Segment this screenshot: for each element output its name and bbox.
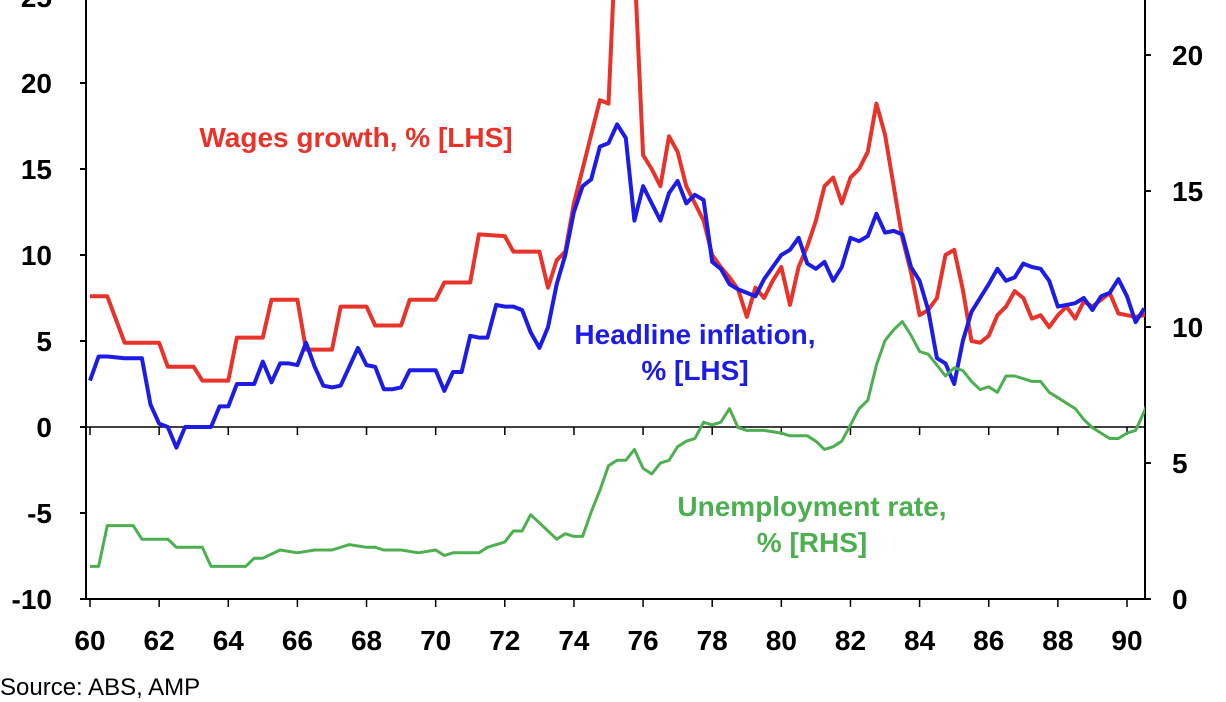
left-tick-label: 10 — [21, 240, 52, 271]
left-tick-label: 0 — [36, 412, 52, 443]
x-tick-label: 68 — [351, 625, 382, 656]
x-tick-label: 64 — [213, 625, 245, 656]
series-line-headline-inflation-lhs — [88, 122, 1145, 450]
right-tick-label: 10 — [1172, 312, 1203, 343]
x-tick-label: 76 — [627, 625, 658, 656]
series-label-unemployment-rate-rhs: % [RHS] — [757, 527, 867, 558]
left-tick-label: -10 — [12, 584, 52, 615]
x-tick-label: 70 — [420, 625, 451, 656]
series-lines — [88, 0, 1145, 568]
series-label-headline-inflation-lhs: % [LHS] — [641, 355, 748, 386]
x-tick-label: 66 — [282, 625, 313, 656]
series-labels: Wages growth, % [LHS] Headline inflation,… — [199, 122, 946, 558]
right-tick-label: 15 — [1172, 176, 1203, 207]
series-label-wages-growth-lhs: Wages growth, % [LHS] — [199, 122, 512, 153]
x-tick-label: 72 — [489, 625, 520, 656]
axes: 25 20 15 10 5 0 -5 -10 20 15 10 5 0 60 62 64 66 68 70 72 74 7… — [12, 0, 1203, 656]
x-tick-label: 82 — [835, 625, 866, 656]
series-label-unemployment-rate-rhs: Unemployment rate, — [677, 491, 946, 522]
x-tick-label: 74 — [558, 625, 590, 656]
right-tick-label: 20 — [1172, 40, 1203, 71]
left-tick-label: 20 — [21, 68, 52, 99]
x-tick-label: 60 — [74, 625, 105, 656]
right-tick-label: 0 — [1172, 584, 1188, 615]
right-tick-label: 5 — [1172, 448, 1188, 479]
x-tick-label: 90 — [1111, 625, 1142, 656]
source-note: Source: ABS, AMP — [0, 674, 201, 701]
x-tick-label: 62 — [144, 625, 175, 656]
x-tick-label: 88 — [1042, 625, 1073, 656]
left-tick-label: 25 — [21, 0, 52, 13]
series-line-wages-growth-lhs — [90, 0, 1145, 383]
left-tick-label: 15 — [21, 154, 52, 185]
x-tick-label: 80 — [766, 625, 797, 656]
left-tick-label: -5 — [27, 498, 52, 529]
x-tick-label: 78 — [697, 625, 728, 656]
series-line-unemployment-rate-rhs — [90, 320, 1145, 568]
series-label-headline-inflation-lhs: Headline inflation, — [574, 319, 815, 350]
x-tick-label: 86 — [973, 625, 1004, 656]
x-tick-label: 84 — [904, 625, 936, 656]
left-tick-label: 5 — [36, 326, 52, 357]
